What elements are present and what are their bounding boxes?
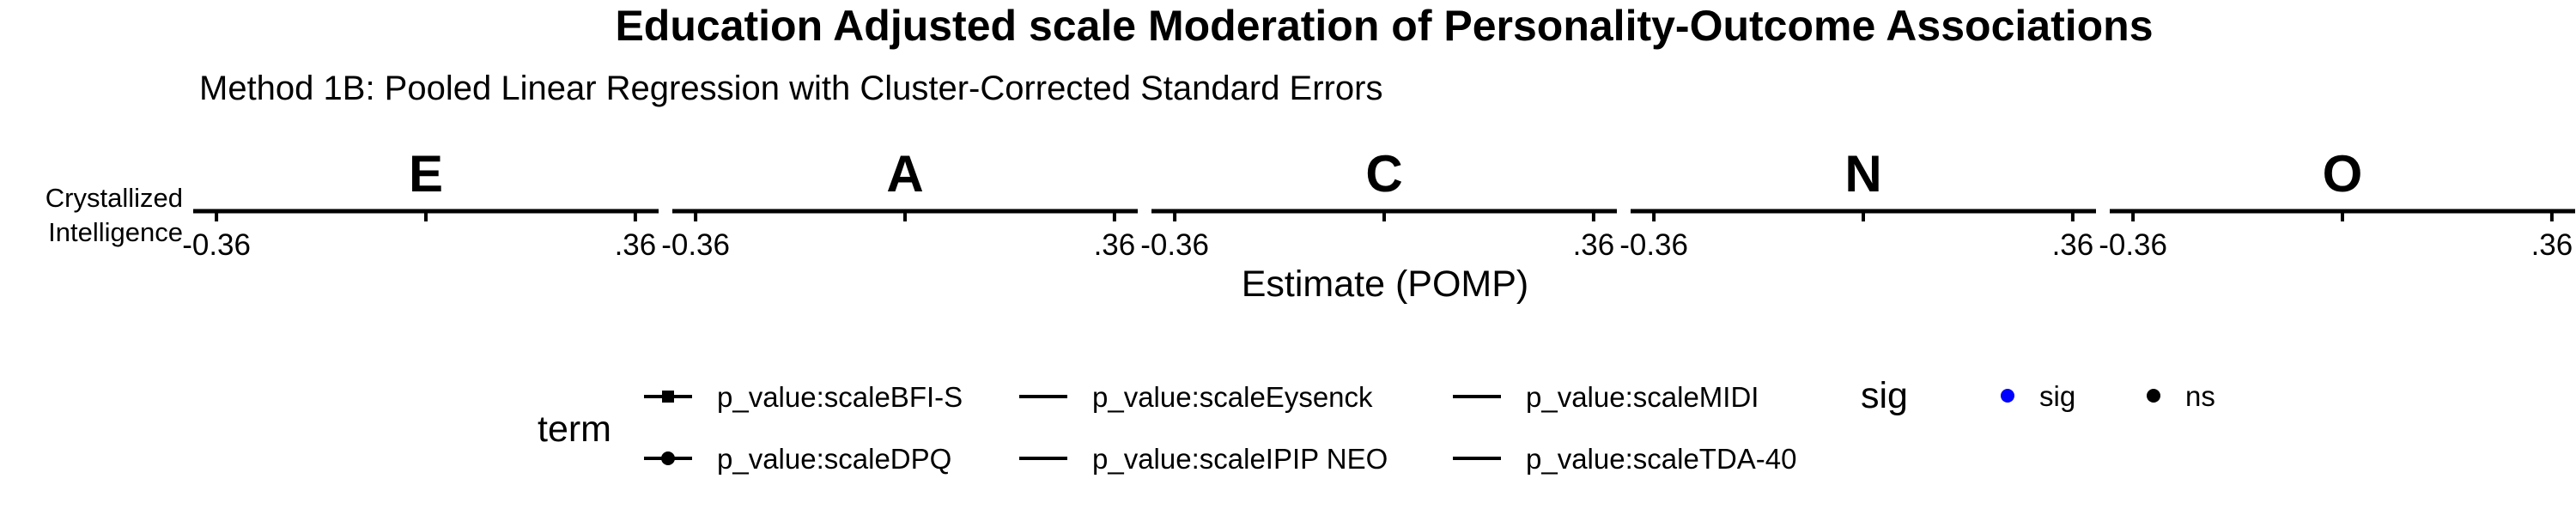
legend-term-marker [661, 451, 675, 465]
legend-term-item: p_value:scaleTDA-40 [1453, 443, 1797, 475]
legend-term-label: p_value:scaleBFI-S [717, 381, 963, 413]
legend-term-item: p_value:scaleMIDI [1453, 381, 1759, 413]
facet-title: E [409, 145, 443, 203]
legend-term-title: term [538, 409, 611, 450]
x-tick-label: -0.36 [1619, 228, 1688, 262]
legend-term-label: p_value:scaleMIDI [1526, 381, 1759, 413]
x-tick-label: .36 [2531, 228, 2573, 262]
legend-sig-title: sig [1861, 375, 1908, 416]
legend-term-item: p_value:scaleBFI-S [644, 381, 963, 413]
facet-title: A [886, 145, 923, 203]
facet-panels: E-0.36.36A-0.36.36C-0.36.36N-0.36.36O-0.… [182, 145, 2575, 262]
facet-title: N [1844, 145, 1881, 203]
x-tick-label: .36 [1573, 228, 1615, 262]
legend-term-item: p_value:scaleEysenck [1019, 381, 1373, 413]
x-tick-label: -0.36 [182, 228, 251, 262]
legend-term-label: p_value:scaleTDA-40 [1526, 443, 1797, 475]
x-axis-label: Estimate (POMP) [1242, 264, 1529, 305]
x-tick-label: -0.36 [2099, 228, 2167, 262]
legend-term-label: p_value:scaleDPQ [717, 443, 951, 475]
facet-panel-c: C -0.36 .36 [1140, 145, 1617, 262]
chart-title: Education Adjusted scale Moderation of P… [615, 2, 2153, 50]
x-tick-label: .36 [615, 228, 657, 262]
facet-title: C [1365, 145, 1402, 203]
y-category-line: Crystallized [46, 183, 183, 213]
legend-term-label: p_value:scaleIPIP NEO [1092, 443, 1388, 475]
facet-panel-o: O -0.36 .36 [2099, 145, 2575, 262]
facet-title: O [2323, 145, 2363, 203]
facet-panel-e: E -0.36 .36 [182, 145, 659, 262]
y-axis-labels: Crystallized Intelligence [46, 183, 183, 247]
x-tick-label: -0.36 [1140, 228, 1209, 262]
facet-panel-n: N -0.36 .36 [1619, 145, 2096, 262]
legend-sig-point [2001, 389, 2014, 403]
legend-sig-item: ns [2147, 380, 2215, 412]
x-tick-label: .36 [2052, 228, 2094, 262]
y-category-label: Crystallized Intelligence [46, 183, 183, 247]
legend-sig-item: sig [2001, 380, 2075, 412]
legend-term-label: p_value:scaleEysenck [1092, 381, 1373, 413]
x-tick-label: .36 [1094, 228, 1136, 262]
legend-term-item: p_value:scaleDPQ [644, 443, 951, 475]
facet-panel-a: A -0.36 .36 [661, 145, 1138, 262]
legend-sig-point [2147, 389, 2160, 403]
y-category-line: Intelligence [48, 217, 183, 247]
legend-term-item: p_value:scaleIPIP NEO [1019, 443, 1388, 475]
legend-sig-label: sig [2039, 380, 2075, 412]
x-tick-label: -0.36 [661, 228, 730, 262]
legend: term p_value:scaleBFI-S p_value:scaleDPQ p_… [538, 375, 2215, 475]
legend-sig-label: ns [2185, 380, 2215, 412]
legend-term-marker [662, 391, 674, 403]
chart-subtitle: Method 1B: Pooled Linear Regression with… [199, 70, 1382, 107]
